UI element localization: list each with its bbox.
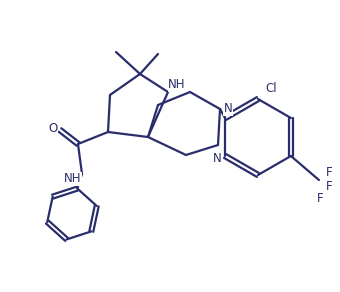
Text: NH: NH xyxy=(64,173,82,185)
Text: N: N xyxy=(224,102,232,116)
Text: F: F xyxy=(326,166,332,178)
Text: O: O xyxy=(48,123,57,135)
Text: F: F xyxy=(326,180,332,192)
Text: Cl: Cl xyxy=(265,83,277,95)
Text: N: N xyxy=(213,152,221,166)
Text: F: F xyxy=(317,192,323,204)
Text: NH: NH xyxy=(168,79,186,91)
